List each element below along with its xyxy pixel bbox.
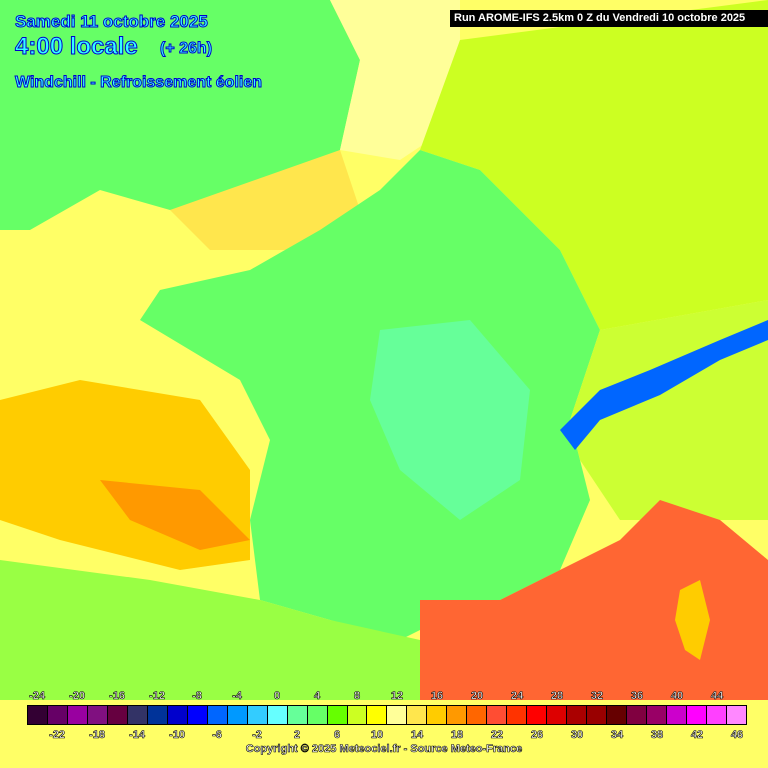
legend-swatch <box>627 706 648 724</box>
legend-label: -22 <box>49 729 66 742</box>
corsica-island <box>675 580 710 660</box>
model-run-label: Run AROME-IFS 2.5km 0 Z du Vendredi 10 o… <box>450 10 768 27</box>
legend-swatch <box>587 706 608 724</box>
legend-swatch <box>347 706 368 724</box>
legend-swatch <box>567 706 588 724</box>
mediterranean-region <box>420 500 768 700</box>
legend-swatch <box>407 706 428 724</box>
legend-swatch <box>187 706 208 724</box>
legend-label: 32 <box>590 690 604 703</box>
legend-swatch <box>307 706 328 724</box>
legend-label: 38 <box>650 729 664 742</box>
legend-swatch <box>527 706 548 724</box>
france-region <box>140 150 600 640</box>
legend-swatch <box>127 706 148 724</box>
atlantic-warm-core <box>100 480 250 550</box>
legend-label: -18 <box>89 729 106 742</box>
legend-swatch <box>447 706 468 724</box>
legend-label: 0 <box>273 690 281 703</box>
legend-label: -24 <box>29 690 46 703</box>
legend-swatch <box>427 706 448 724</box>
legend-swatch <box>207 706 228 724</box>
legend-label: -2 <box>252 729 262 742</box>
legend-swatch <box>607 706 628 724</box>
legend-swatch <box>706 706 727 724</box>
legend-swatch <box>487 706 508 724</box>
legend-swatch <box>367 706 388 724</box>
legend-swatch <box>227 706 248 724</box>
legend-label: 8 <box>353 690 361 703</box>
channel-region <box>170 150 360 250</box>
legend-label: 34 <box>610 729 624 742</box>
legend-label: -14 <box>129 729 146 742</box>
forecast-time: 4:00 locale <box>15 33 139 61</box>
north-sea-region <box>330 0 460 160</box>
legend-label: 24 <box>510 690 524 703</box>
legend-swatch <box>507 706 528 724</box>
legend-swatch <box>547 706 568 724</box>
legend-swatch <box>67 706 88 724</box>
legend-swatch <box>107 706 128 724</box>
legend-label: 18 <box>450 729 464 742</box>
legend-label: 10 <box>370 729 384 742</box>
forecast-lead-time: (+ 26h) <box>159 40 213 58</box>
legend-label: 6 <box>333 729 341 742</box>
legend-label: -16 <box>109 690 126 703</box>
uk-region <box>0 0 360 230</box>
legend-swatch <box>327 706 348 724</box>
legend-label: 30 <box>570 729 584 742</box>
legend-label: 16 <box>430 690 444 703</box>
legend-label: 42 <box>690 729 704 742</box>
legend-label: -10 <box>169 729 186 742</box>
legend-swatch <box>467 706 488 724</box>
legend-label: -12 <box>149 690 166 703</box>
forecast-date: Samedi 11 octobre 2025 <box>15 12 209 32</box>
legend-label: 12 <box>390 690 404 703</box>
legend-swatch <box>267 706 288 724</box>
legend-label: 36 <box>630 690 644 703</box>
legend-label: 44 <box>710 690 724 703</box>
legend-label: 40 <box>670 690 684 703</box>
legend-swatch <box>167 706 188 724</box>
legend-swatch <box>87 706 108 724</box>
france-cold-center <box>370 320 530 520</box>
europe-north-region <box>420 0 768 330</box>
legend-swatch <box>28 706 48 724</box>
legend-label: -8 <box>192 690 202 703</box>
legend-label: 14 <box>410 729 424 742</box>
legend-swatch <box>247 706 268 724</box>
legend-label: 4 <box>313 690 321 703</box>
legend-swatch <box>726 706 746 724</box>
legend-label: 26 <box>530 729 544 742</box>
color-legend <box>27 705 747 725</box>
legend-label: 28 <box>550 690 564 703</box>
legend-label: -4 <box>232 690 242 703</box>
legend-label: -20 <box>69 690 86 703</box>
alps-cold-ridge <box>560 320 768 450</box>
legend-swatch <box>686 706 707 724</box>
parameter-title: Windchill - Refroissement éolien <box>14 74 263 92</box>
legend-swatch <box>647 706 667 724</box>
legend-label: 22 <box>490 729 504 742</box>
legend-label: 20 <box>470 690 484 703</box>
legend-swatch <box>147 706 168 724</box>
copyright-text: Copyright © 2025 Meteociel.fr - Source M… <box>245 743 523 756</box>
legend-swatch <box>47 706 68 724</box>
legend-label: 46 <box>730 729 744 742</box>
legend-swatch <box>667 706 687 724</box>
legend-label: -6 <box>212 729 222 742</box>
legend-swatch <box>287 706 308 724</box>
legend-label: 2 <box>293 729 301 742</box>
legend-swatch <box>387 706 408 724</box>
spain-region <box>0 560 420 700</box>
